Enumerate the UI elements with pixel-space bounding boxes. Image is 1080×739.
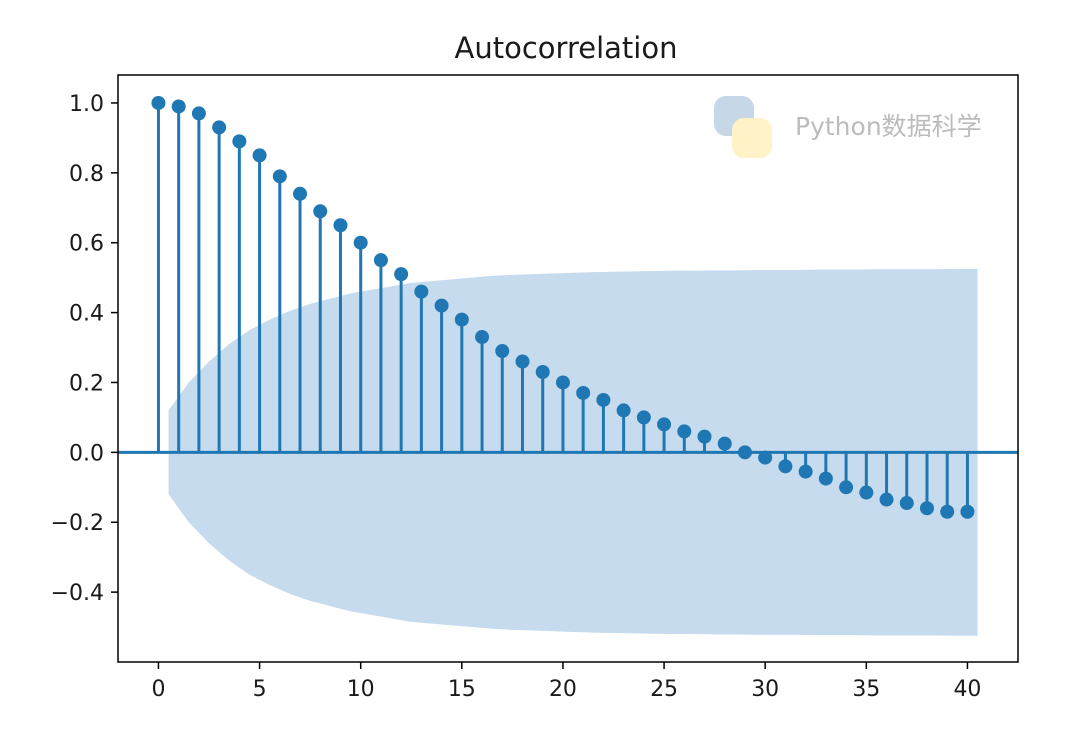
- x-tick-label: 10: [347, 677, 375, 702]
- y-tick-label: −0.4: [51, 581, 104, 606]
- data-point: [232, 134, 247, 149]
- data-point: [191, 106, 206, 121]
- data-point: [535, 364, 550, 379]
- chart-title: Autocorrelation: [455, 31, 678, 65]
- data-point: [475, 330, 490, 345]
- axes-frame: [117, 74, 1019, 663]
- data-point: [434, 298, 449, 313]
- data-point: [919, 501, 934, 516]
- data-point: [151, 95, 166, 110]
- y-tick-label: 0.2: [69, 371, 104, 396]
- data-point: [899, 496, 914, 511]
- data-point: [758, 450, 773, 465]
- x-tick-label: 35: [852, 677, 880, 702]
- data-point: [555, 375, 570, 390]
- data-point: [212, 120, 227, 135]
- x-tick-label: 30: [751, 677, 779, 702]
- data-point: [859, 485, 874, 500]
- y-tick-label: 0.6: [69, 232, 104, 257]
- watermark: Python数据科学: [714, 96, 982, 158]
- data-point: [576, 385, 591, 400]
- data-point: [495, 344, 510, 359]
- data-point: [515, 354, 530, 369]
- data-point: [940, 504, 955, 519]
- y-tick-label: 1.0: [69, 92, 104, 117]
- data-point: [636, 410, 651, 425]
- y-tick-label: −0.2: [51, 511, 104, 536]
- data-point: [454, 312, 469, 327]
- data-point: [414, 284, 429, 299]
- data-point: [879, 492, 894, 507]
- x-tick-label: 40: [953, 677, 981, 702]
- data-point: [171, 99, 186, 114]
- y-tick-label: 0.0: [69, 441, 104, 466]
- data-point: [293, 186, 308, 201]
- data-point: [616, 403, 631, 418]
- data-point: [394, 267, 409, 282]
- data-point: [272, 169, 287, 184]
- y-tick-label: 0.8: [69, 162, 104, 187]
- data-point: [353, 235, 368, 250]
- data-point: [657, 417, 672, 432]
- data-point: [717, 436, 732, 451]
- data-point: [697, 429, 712, 444]
- x-tick-label: 25: [650, 677, 678, 702]
- data-point: [596, 392, 611, 407]
- plot-area: 0 5 10 15 20 25 30 35 40 1.0 0.8 0.6 0.4 0.2 0.0 −0.2 −0…: [51, 74, 1019, 702]
- data-point: [373, 253, 388, 268]
- data-point: [737, 445, 752, 460]
- data-point: [778, 459, 793, 474]
- data-point: [818, 471, 833, 486]
- data-point: [798, 464, 813, 479]
- y-tick-label: 0.4: [69, 302, 104, 327]
- x-tick-label: 20: [549, 677, 577, 702]
- watermark-text: Python数据科学: [795, 112, 982, 141]
- data-point: [839, 480, 854, 495]
- data-point: [252, 148, 267, 163]
- python-logo-icon: [714, 96, 772, 158]
- data-point: [333, 218, 348, 233]
- data-point: [960, 504, 975, 519]
- data-point: [677, 424, 692, 439]
- x-tick-label: 15: [448, 677, 476, 702]
- x-tick-label: 0: [151, 677, 165, 702]
- data-point: [313, 204, 328, 219]
- x-tick-label: 5: [253, 677, 267, 702]
